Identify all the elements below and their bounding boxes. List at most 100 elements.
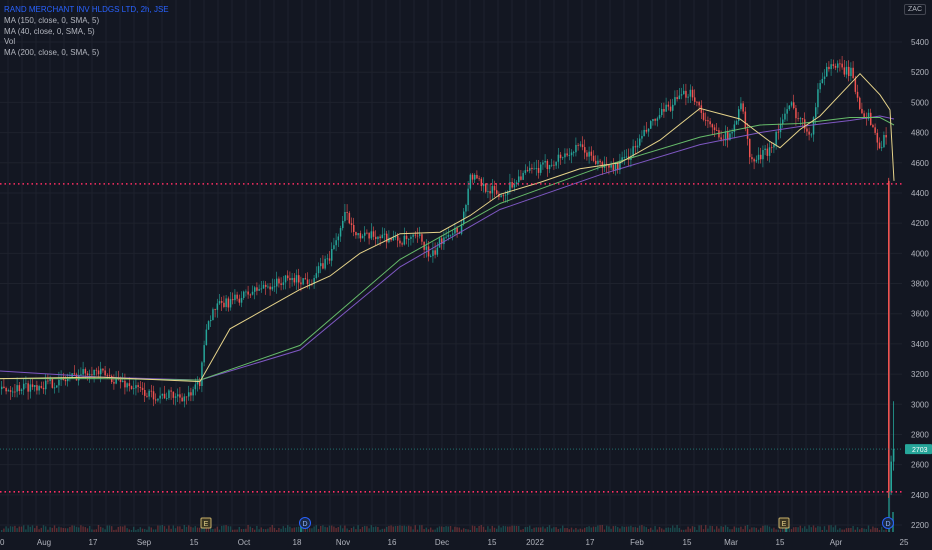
volume-bar (654, 526, 656, 532)
volume-bar (5, 526, 7, 532)
candle (328, 258, 331, 261)
volume-bar (3, 528, 5, 532)
volume-bar (570, 527, 573, 532)
candle (806, 128, 808, 132)
candle (546, 160, 549, 170)
volume-bar (210, 528, 212, 532)
candle (641, 136, 643, 139)
candle (425, 246, 428, 250)
volume-bar (632, 527, 634, 532)
candle (399, 240, 401, 244)
candle (260, 288, 263, 290)
volume-bar (852, 525, 854, 532)
candle (856, 91, 859, 98)
candle (788, 105, 791, 110)
candle (828, 66, 830, 70)
ma200-label[interactable]: MA (200, close, 0, SMA, 5) (4, 48, 100, 58)
x-tick-label: Aug (37, 538, 51, 547)
candle (249, 294, 252, 296)
candle (812, 117, 815, 135)
candle (293, 277, 296, 283)
volume-bar (782, 528, 784, 532)
candle (707, 120, 709, 122)
volume-bar (804, 526, 806, 532)
volume-bar (203, 527, 205, 532)
volume-bar (643, 526, 645, 532)
candle (744, 111, 747, 129)
candle (188, 392, 190, 397)
candle (815, 107, 817, 118)
volume-bar (674, 527, 676, 532)
volume-bar (575, 527, 577, 532)
ma150-line (0, 117, 895, 381)
ma150-label[interactable]: MA (150, close, 0, SMA, 5) (4, 15, 100, 25)
candle (522, 172, 524, 180)
volume-bar (397, 525, 399, 532)
candle (357, 233, 359, 236)
volume-bar (665, 527, 667, 532)
candle (326, 258, 329, 260)
ma40-label[interactable]: MA (40, close, 0, SMA, 5) (4, 26, 95, 36)
candle (18, 385, 21, 392)
volume-bar (181, 529, 183, 532)
candle (408, 238, 410, 240)
candle (845, 66, 848, 75)
candle (27, 383, 29, 392)
volume-bar (172, 525, 174, 532)
volume-bar (276, 529, 278, 532)
volume-bar (9, 526, 12, 532)
symbol-title[interactable]: RAND MERCHANT INV HLDGS LTD, 2h, JSE (4, 5, 169, 14)
volume-bar (234, 529, 236, 532)
candle (878, 142, 881, 149)
volume-bar (826, 529, 828, 532)
candle (511, 182, 513, 188)
candle (38, 386, 40, 391)
volume-bar (606, 525, 608, 532)
volume-bar (432, 529, 434, 532)
volume-bar (95, 529, 97, 532)
volume-bar (249, 526, 251, 532)
volume-bar (834, 525, 837, 532)
volume-bar (47, 529, 49, 532)
volume-bar (559, 528, 562, 532)
candle (410, 236, 412, 239)
volume-bar (265, 529, 267, 532)
candle (535, 167, 538, 169)
candle (214, 309, 216, 310)
candle (520, 176, 522, 180)
volume-bar (828, 525, 830, 532)
volume-bar (515, 525, 518, 532)
volume-bar (452, 529, 454, 532)
candle (724, 131, 727, 141)
volume-bar (346, 528, 348, 532)
volume-bar (86, 528, 89, 532)
candle (738, 109, 740, 122)
candle (236, 294, 238, 299)
candle (80, 374, 82, 376)
volume-bar (45, 526, 47, 532)
vol-label[interactable]: Vol (4, 37, 16, 47)
candle (797, 118, 799, 120)
volume-bar (166, 528, 168, 532)
volume-bar (238, 526, 240, 532)
ma40-line (0, 72, 895, 383)
volume-bar (735, 527, 738, 532)
candle (157, 398, 159, 401)
volume-bar (148, 526, 150, 532)
volume-bar (793, 527, 795, 532)
currency-badge[interactable]: ZAC (904, 4, 926, 15)
candle (625, 156, 628, 158)
volume-bar (727, 526, 729, 532)
volume-bar (58, 526, 60, 532)
volume-bar (449, 525, 452, 532)
candle (819, 83, 821, 90)
candle (289, 278, 291, 281)
volume-bar (806, 528, 808, 532)
candle (731, 131, 733, 134)
volume-bar (20, 526, 23, 532)
candle (232, 299, 234, 301)
volume-bar (207, 526, 210, 532)
volume-bar (491, 525, 493, 532)
volume-bar (104, 529, 106, 532)
